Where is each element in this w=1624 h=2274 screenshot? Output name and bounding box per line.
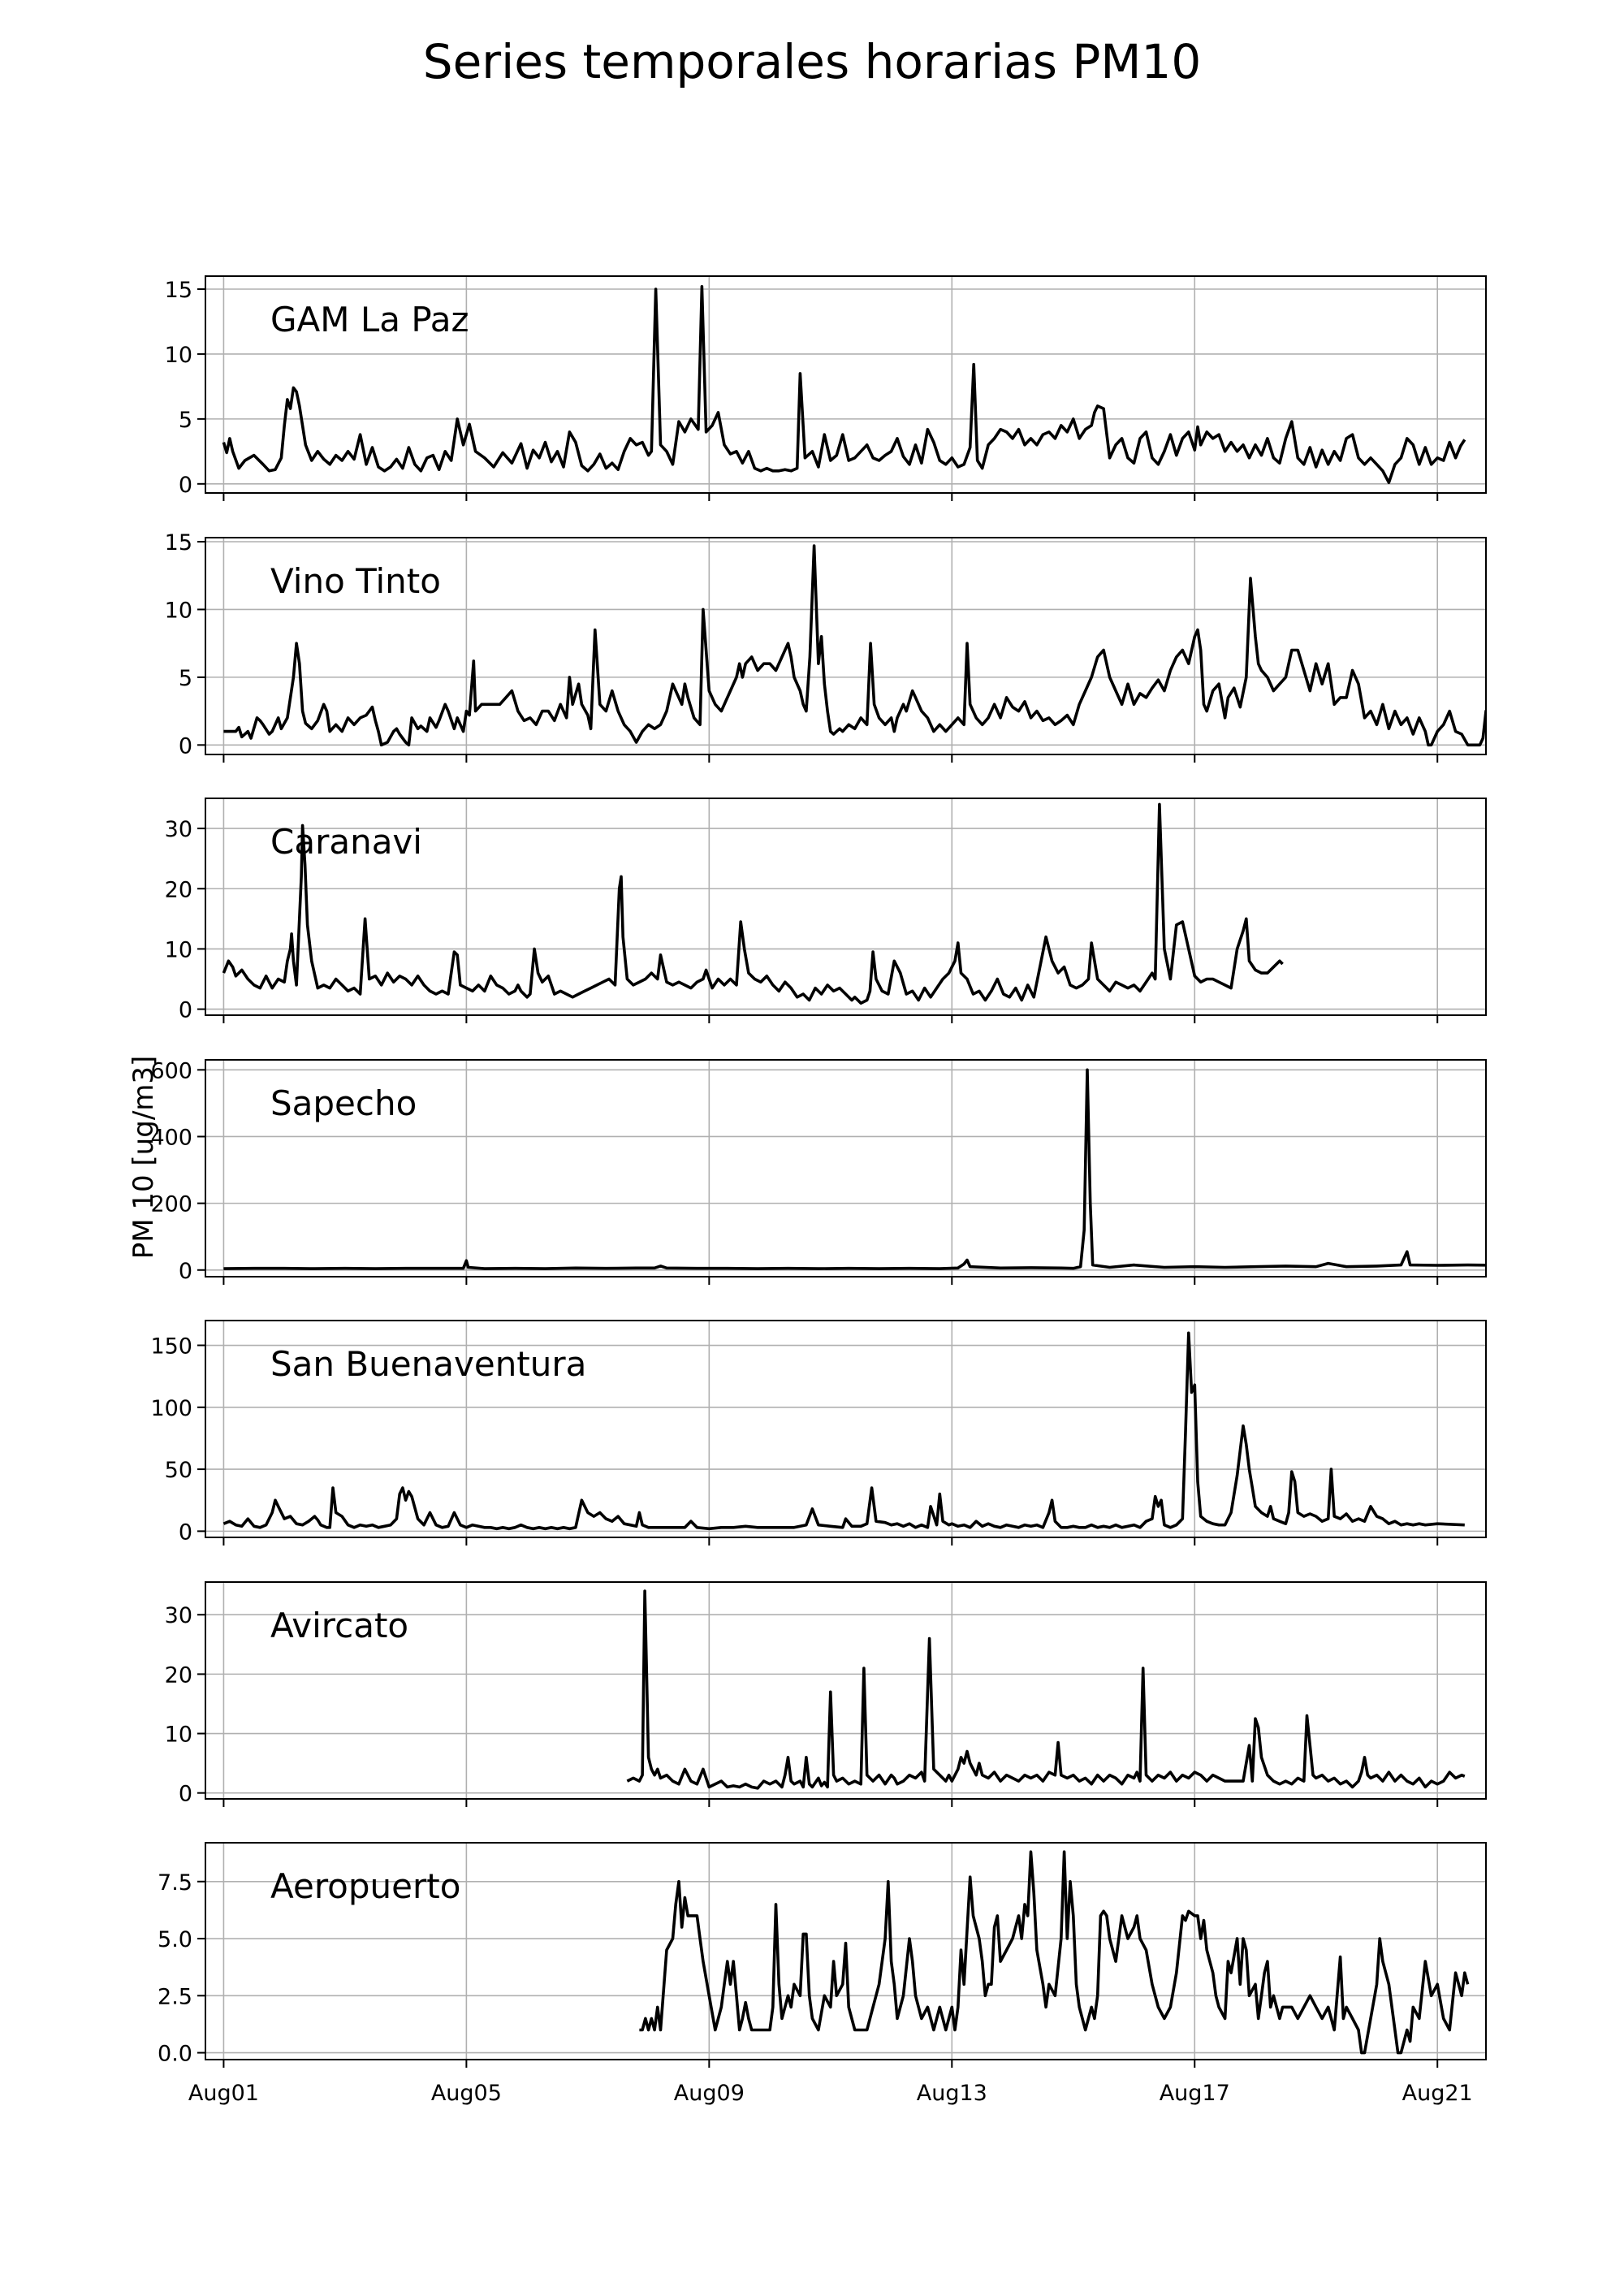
panel-label-gam-la-paz: GAM La Paz [270, 300, 469, 339]
axes-frame-avircato [205, 1581, 1487, 1800]
y-tick-label-san-buenaventura: 150 [150, 1334, 192, 1360]
panel-label-sapecho: Sapecho [270, 1083, 417, 1123]
panel-label-caranavi: Caranavi [270, 822, 422, 862]
axes-frame-sapecho [205, 1059, 1487, 1278]
y-axis-label: PM 10 [ug/m3] [127, 1056, 160, 1260]
y-tick-label-aeropuerto: 2.5 [158, 1984, 192, 2009]
axes-frame-caranavi [205, 798, 1487, 1016]
axes-frame-aeropuerto [205, 1842, 1487, 2060]
y-tick-label-vino-tinto: 10 [165, 598, 192, 623]
panel-label-san-buenaventura: San Buenaventura [270, 1344, 586, 1384]
y-tick-label-avircato: 10 [165, 1723, 192, 1748]
x-tick-label: Aug09 [674, 2081, 745, 2106]
y-tick-label-avircato: 0 [179, 1782, 192, 1807]
y-tick-label-sapecho: 0 [179, 1259, 192, 1284]
y-tick-label-vino-tinto: 0 [179, 733, 192, 759]
axes-frame-san-buenaventura [205, 1320, 1487, 1538]
y-tick-label-sapecho: 200 [150, 1192, 192, 1217]
x-tick-label: Aug17 [1160, 2081, 1230, 2106]
series-line-gam-la-paz [222, 285, 1466, 484]
series-line-san-buenaventura [222, 1331, 1465, 1531]
y-tick-label-aeropuerto: 5.0 [158, 1927, 192, 1952]
y-tick-label-aeropuerto: 7.5 [158, 1870, 192, 1896]
chart-title: Series temporales horarias PM10 [422, 34, 1202, 89]
x-tick-label: Aug13 [917, 2081, 987, 2106]
y-tick-label-gam-la-paz: 10 [165, 343, 192, 368]
y-tick-label-caranavi: 10 [165, 937, 192, 962]
y-tick-label-aeropuerto: 0.0 [158, 2042, 192, 2067]
axes-frame-gam-la-paz [205, 275, 1487, 494]
y-tick-label-sapecho: 400 [150, 1125, 192, 1150]
y-tick-label-san-buenaventura: 50 [165, 1458, 192, 1483]
x-tick-label: Aug05 [431, 2081, 502, 2106]
y-tick-label-caranavi: 30 [165, 817, 192, 842]
panel-label-avircato: Avircato [270, 1606, 408, 1645]
panel-label-vino-tinto: Vino Tinto [270, 561, 441, 601]
y-tick-label-sapecho: 600 [150, 1058, 192, 1083]
series-line-avircato [626, 1589, 1466, 1790]
x-tick-label: Aug21 [1402, 2081, 1473, 2106]
series-line-sapecho [223, 1068, 1486, 1270]
series-line-caranavi [222, 802, 1284, 1005]
y-tick-label-caranavi: 20 [165, 877, 192, 902]
y-tick-label-avircato: 30 [165, 1603, 192, 1628]
panel-label-aeropuerto: Aeropuerto [270, 1866, 460, 1906]
y-tick-label-gam-la-paz: 15 [165, 278, 192, 303]
y-tick-label-gam-la-paz: 5 [179, 408, 192, 433]
y-tick-label-san-buenaventura: 0 [179, 1520, 192, 1545]
y-tick-label-gam-la-paz: 0 [179, 473, 192, 498]
y-tick-label-caranavi: 0 [179, 998, 192, 1023]
y-tick-label-san-buenaventura: 100 [150, 1396, 192, 1421]
series-line-aeropuerto [639, 1850, 1470, 2055]
y-tick-label-vino-tinto: 15 [165, 530, 192, 556]
y-tick-label-vino-tinto: 5 [179, 666, 192, 691]
series-line-vino-tinto [223, 544, 1486, 747]
x-tick-label: Aug01 [188, 2081, 259, 2106]
y-tick-label-avircato: 20 [165, 1662, 192, 1688]
axes-frame-vino-tinto [205, 537, 1487, 755]
